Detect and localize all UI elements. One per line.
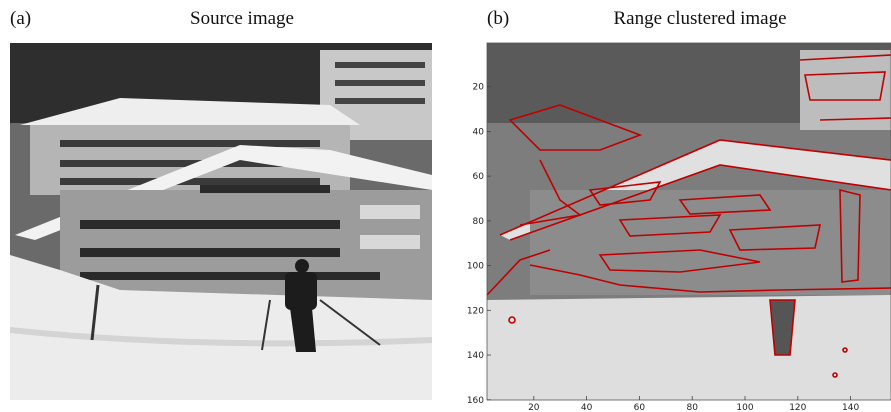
panel-title: Range clustered image [613,8,786,29]
x-tick-label: 140 [842,403,859,412]
panel-tag: (a) [10,8,31,29]
panel-title: Source image [190,8,294,29]
source-image [10,43,432,400]
x-tick-label: 60 [634,403,646,412]
y-tick-label: 160 [467,396,484,406]
y-tick-label: 120 [467,306,484,316]
figure: (a) Source image (b) Range clustered ima… [0,0,891,412]
y-tick-label: 20 [473,83,485,93]
clustered-image [487,43,891,400]
x-tick-label: 100 [736,403,753,412]
panel-tag: (b) [487,8,509,29]
y-tick-label: 100 [467,262,484,272]
y-tick-label: 60 [473,172,485,182]
x-tick-label: 120 [789,403,806,412]
x-tick-label: 40 [581,403,593,412]
y-tick-label: 40 [473,127,485,137]
y-tick-label: 80 [473,217,485,227]
y-tick-label: 140 [467,351,484,361]
x-tick-label: 80 [686,403,698,412]
x-tick-label: 20 [528,403,540,412]
